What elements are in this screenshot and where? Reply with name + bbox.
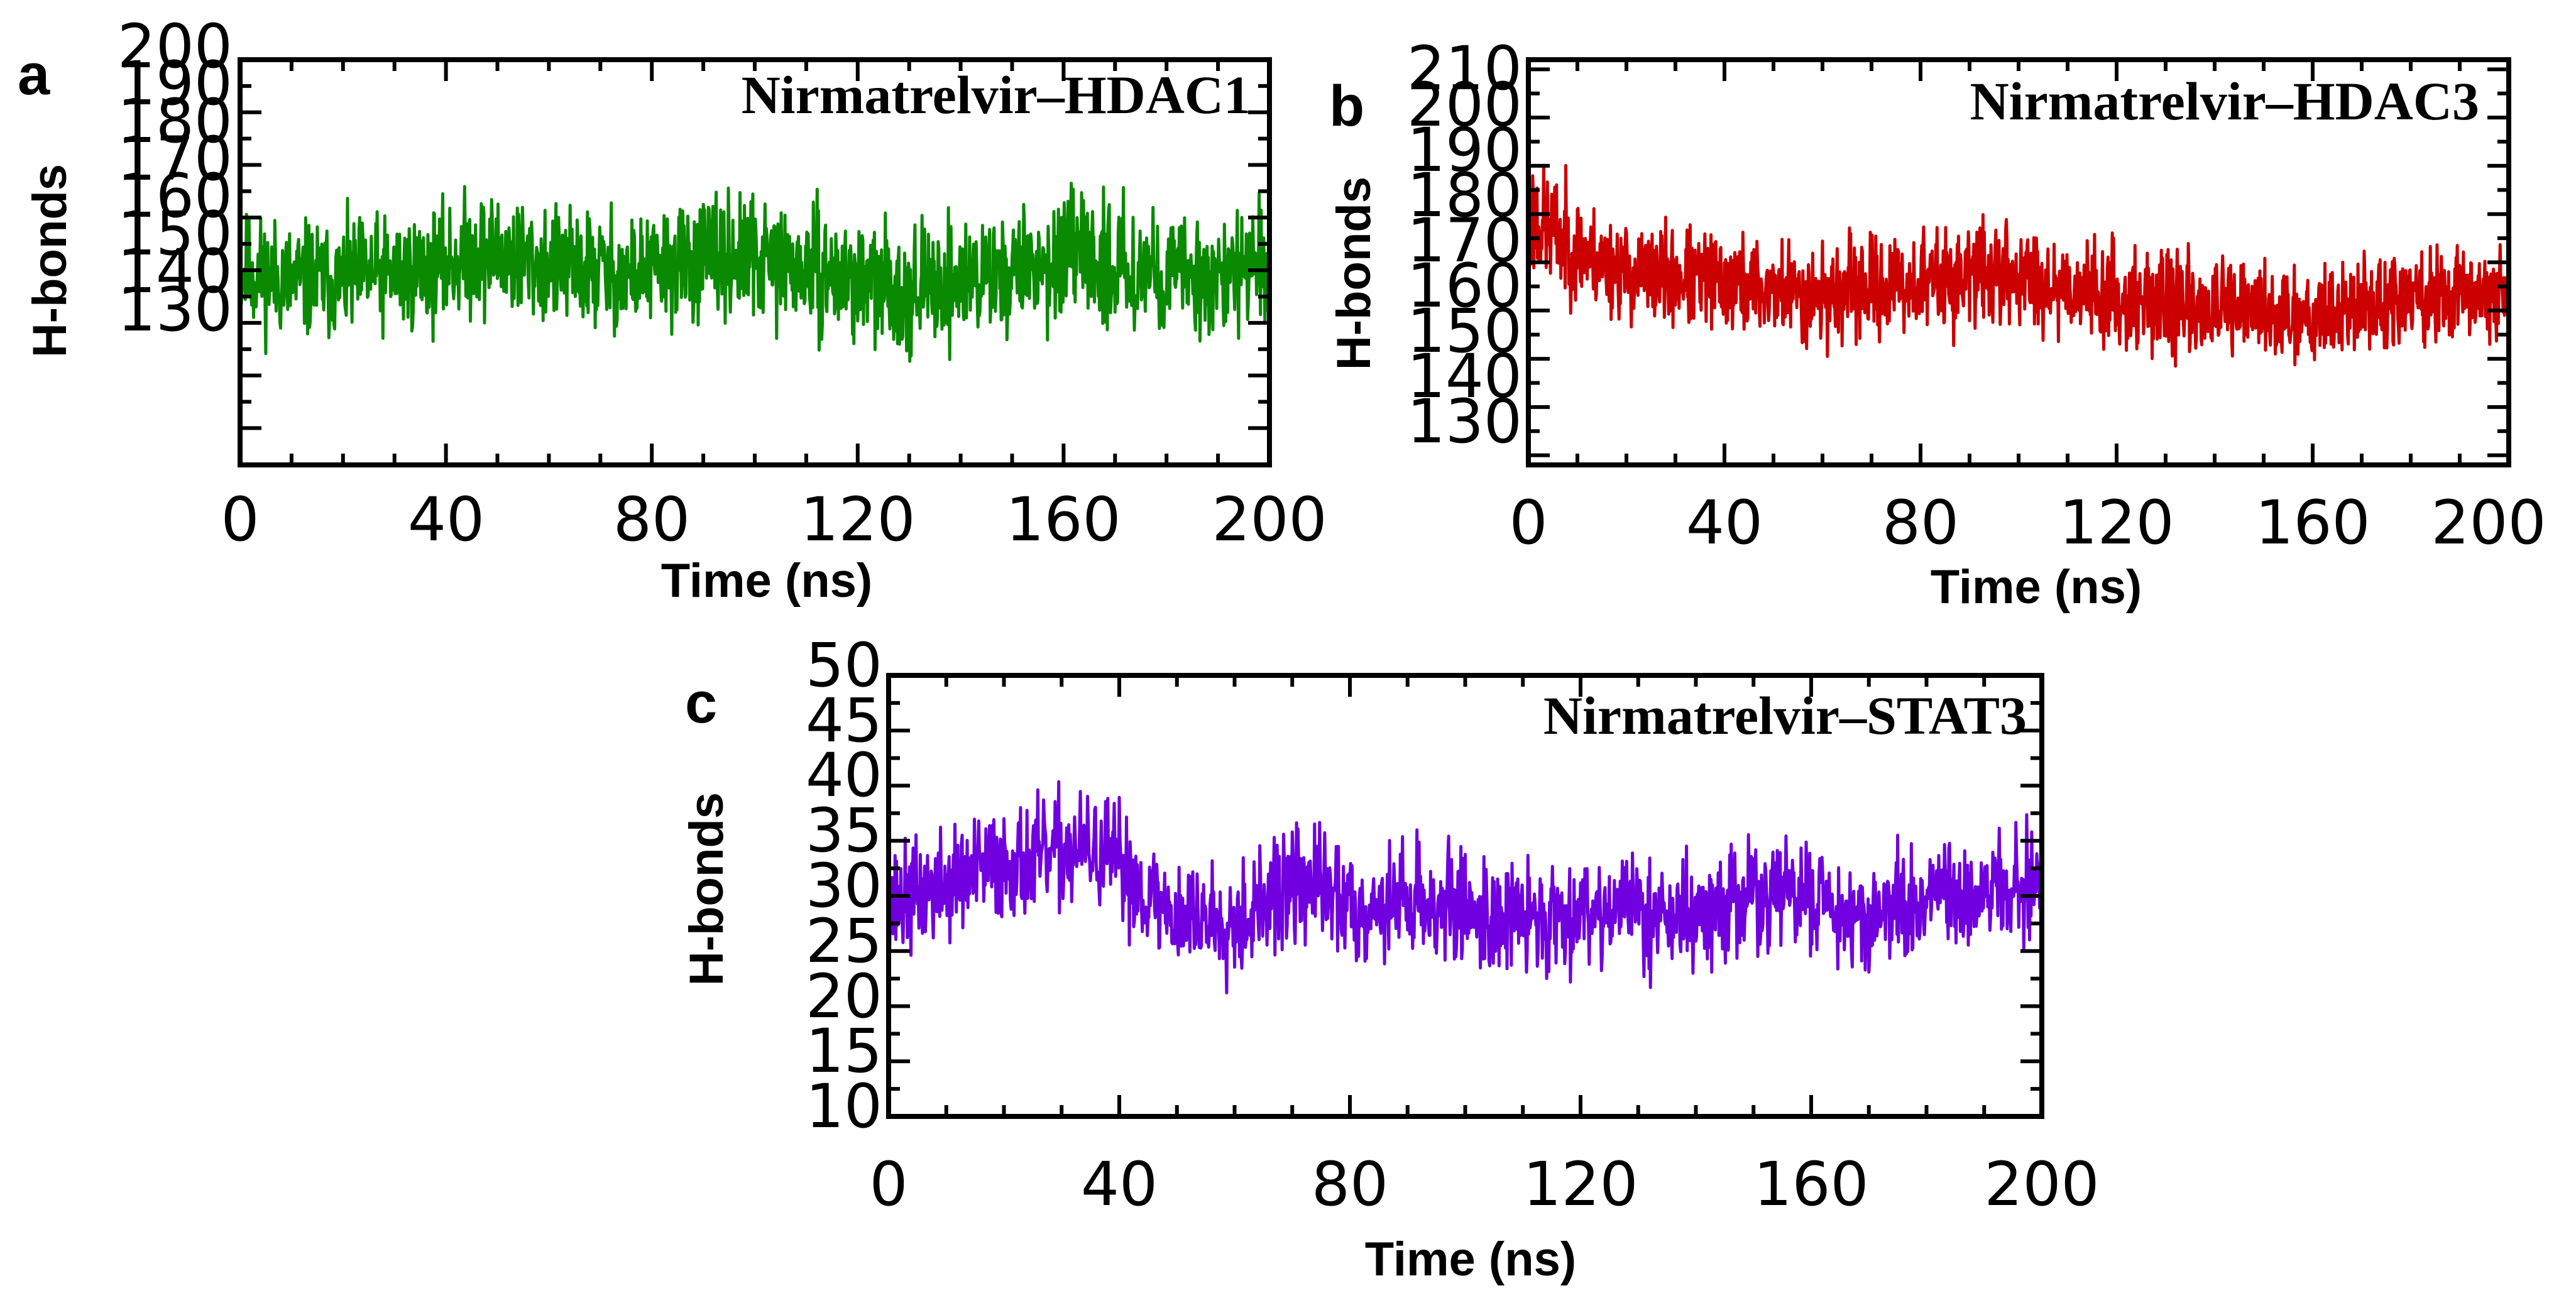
y-tick-label: 25: [806, 906, 882, 976]
tick-marks: [887, 674, 2044, 1118]
y-tick-label: 170: [1407, 205, 1522, 276]
series-line: [887, 780, 2044, 995]
plot-title: Nirmatrelvir–STAT3: [1543, 685, 2027, 746]
y-tick-label: 140: [118, 236, 233, 307]
y-tick-label: 200: [118, 11, 233, 82]
y-tick-label: 130: [118, 275, 233, 345]
x-tick-label: 200: [1212, 484, 1327, 555]
y-tick-label: 20: [806, 961, 882, 1032]
y-tick-label: 130: [1407, 386, 1522, 457]
y-tick-label: 160: [1407, 251, 1522, 321]
panel-b: b H-bonds 210 200 190 180 170 160 150 14…: [1327, 33, 2546, 614]
tick-marks: [1526, 60, 2511, 465]
x-tick-label: 80: [613, 484, 690, 555]
x-tick-label: 40: [1081, 1149, 1158, 1219]
y-tick-label: 190: [1407, 115, 1522, 185]
data-series: [238, 182, 1271, 363]
x-tick-label: 200: [2431, 488, 2546, 558]
y-tick-label: 170: [118, 124, 233, 194]
data-series: [887, 780, 2044, 995]
x-tick-label: 120: [800, 484, 915, 555]
x-tick-label: 160: [1753, 1149, 1868, 1219]
x-tick-label: 80: [1882, 488, 1959, 558]
y-tick-label: 10: [806, 1071, 882, 1142]
panel-letter: b: [1329, 74, 1364, 138]
x-tick-label: 40: [408, 484, 485, 555]
y-tick-label: 210: [1407, 33, 1522, 104]
tick-marks: [238, 58, 1271, 465]
x-axis-label: Time (ns): [1365, 1233, 1576, 1286]
y-axis-label: H-bonds: [1327, 177, 1381, 370]
x-tick-label: 160: [1006, 484, 1121, 555]
y-tick-label: 50: [806, 630, 882, 701]
x-tick-label: 80: [1312, 1149, 1388, 1219]
series-line: [238, 182, 1271, 363]
x-tick-label: 200: [1984, 1149, 2099, 1219]
x-tick-label: 0: [1509, 488, 1547, 558]
plot-title: Nirmatrelvir–HDAC3: [1970, 71, 2479, 131]
y-tick-label: 180: [1407, 160, 1522, 231]
plot-title: Nirmatrelvir–HDAC1: [742, 65, 1251, 125]
y-tick-label: 35: [806, 795, 882, 866]
y-tick-label: 15: [806, 1016, 882, 1086]
x-axis-label: Time (ns): [1931, 560, 2142, 614]
y-tick-label: 180: [118, 86, 233, 156]
x-axis-label: Time (ns): [661, 554, 872, 608]
y-tick-label: 150: [1407, 296, 1522, 366]
x-tick-label: 40: [1686, 488, 1763, 558]
x-tick-label: 0: [221, 484, 259, 555]
y-tick-label: 40: [806, 740, 882, 810]
y-tick-label: 30: [806, 851, 882, 921]
series-line: [1526, 163, 2511, 368]
x-tick-label: 120: [1523, 1149, 1638, 1219]
y-tick-label: 200: [1407, 70, 1522, 140]
panel-c: c H-bonds 50 45 40 35 30 25 20 15 10 0 4…: [680, 630, 2100, 1286]
panel-letter: c: [685, 671, 717, 735]
y-tick-label: 190: [118, 48, 233, 119]
x-tick-label: 120: [2059, 488, 2174, 558]
y-tick-label: 160: [118, 161, 233, 231]
y-tick-label: 45: [806, 685, 882, 756]
data-series: [1526, 163, 2511, 368]
y-tick-label: 150: [118, 199, 233, 269]
y-tick-label: 140: [1407, 341, 1522, 412]
y-axis-label: H-bonds: [23, 164, 77, 357]
x-tick-label: 160: [2255, 488, 2370, 558]
panel-a: a H-bonds 200 190 180 170 160 150 140 13…: [18, 11, 1327, 608]
x-tick-label: 0: [869, 1149, 907, 1219]
y-axis-label: H-bonds: [680, 792, 733, 986]
panel-letter: a: [18, 43, 50, 107]
